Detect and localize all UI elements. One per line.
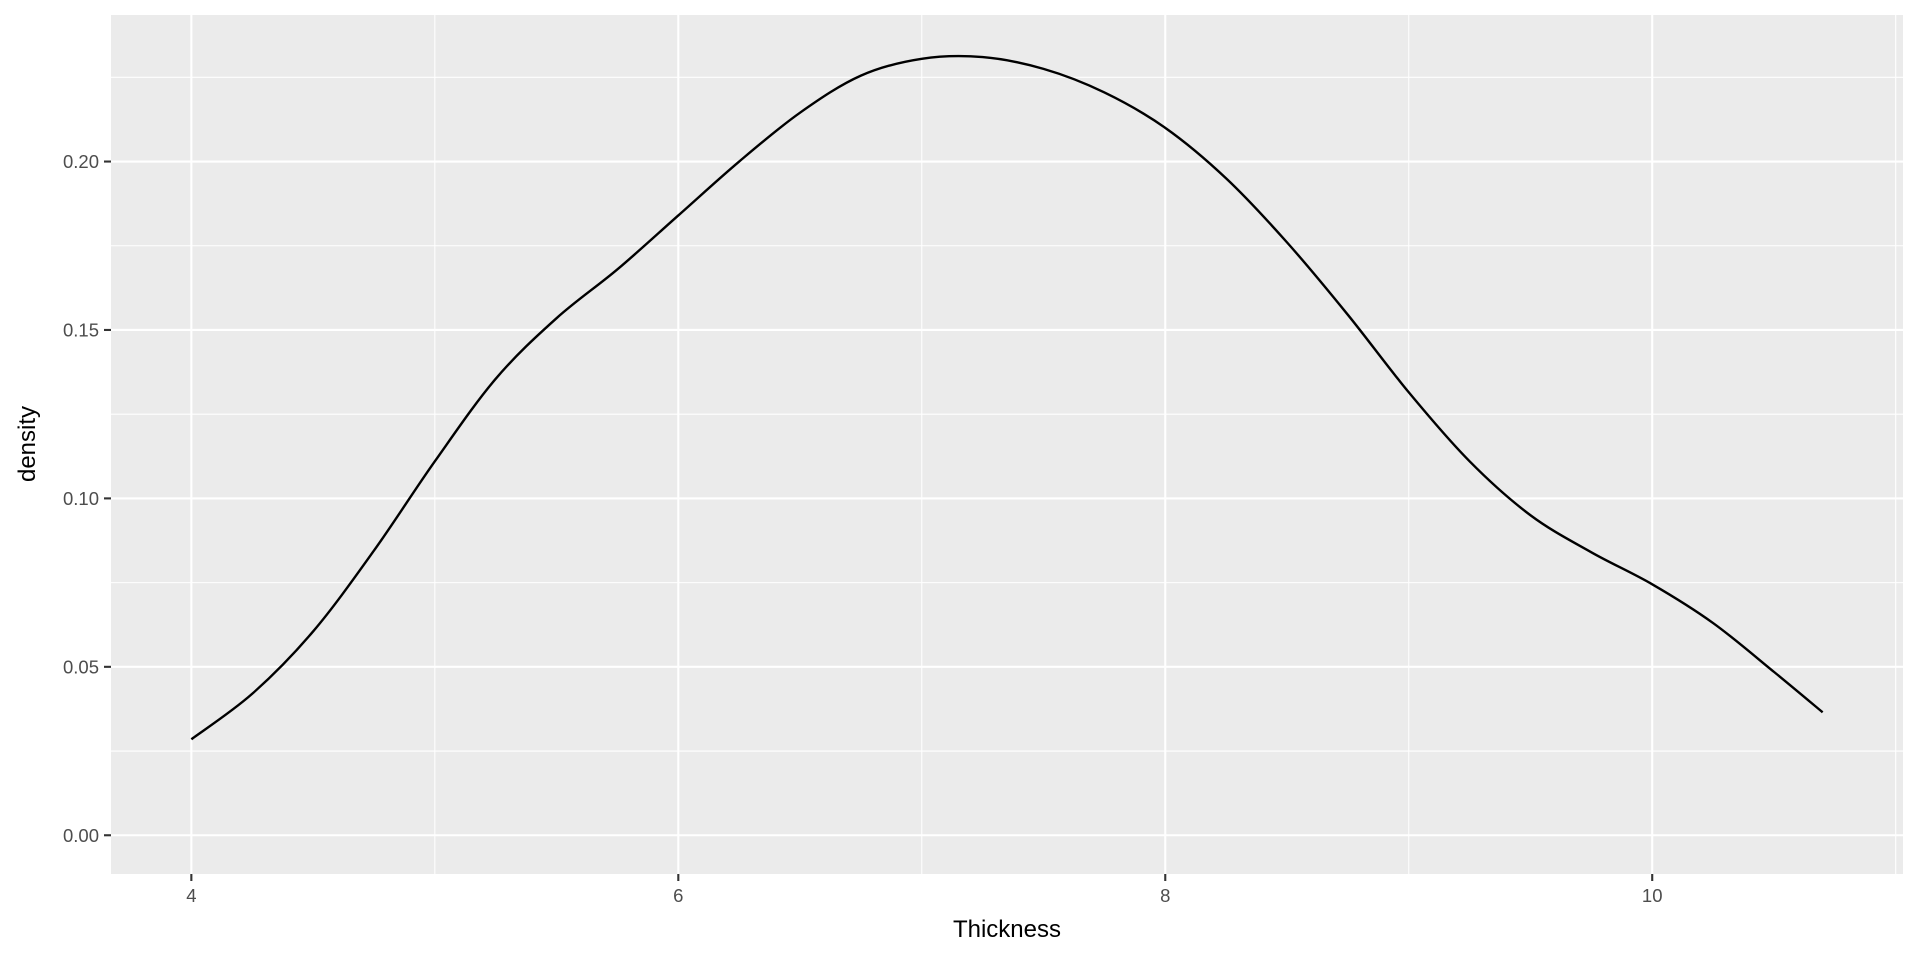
x-tick-label: 6	[673, 885, 683, 906]
y-tick-label: 0.20	[63, 151, 99, 172]
x-axis: 4 6 8 10	[186, 874, 1662, 906]
y-tick-label: 0.15	[63, 319, 99, 340]
plot-panel	[111, 15, 1903, 874]
y-axis-title: density	[14, 406, 41, 482]
x-tick-label: 10	[1642, 885, 1663, 906]
x-tick-label: 4	[186, 885, 196, 906]
y-axis: 0.00 0.05 0.10 0.15 0.20	[63, 151, 111, 846]
y-tick-label: 0.05	[63, 656, 99, 677]
x-axis-title: Thickness	[953, 916, 1061, 943]
y-tick-label: 0.00	[63, 825, 99, 846]
x-tick-label: 8	[1160, 885, 1170, 906]
y-tick-label: 0.10	[63, 488, 99, 509]
